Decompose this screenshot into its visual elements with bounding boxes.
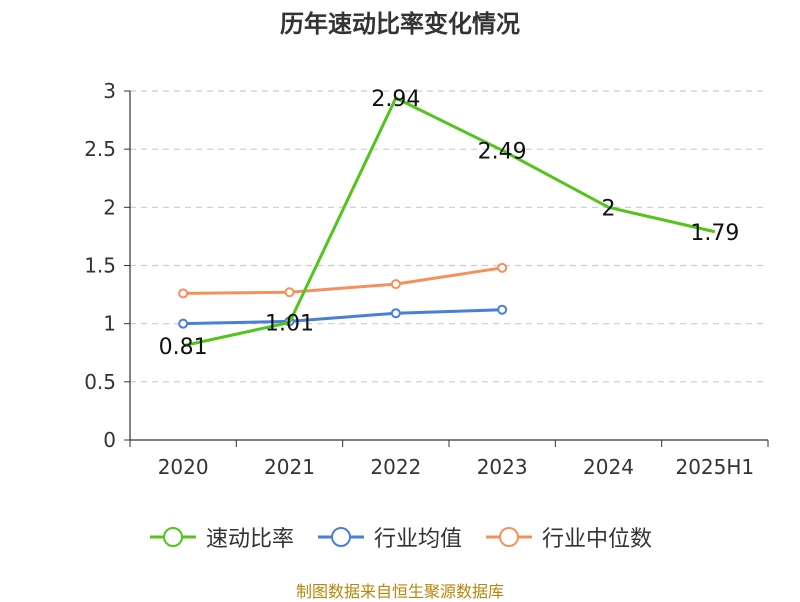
data-point	[178, 318, 189, 329]
y-tick-label: 3	[103, 79, 116, 103]
legend-label: 行业均值	[373, 527, 462, 552]
data-point	[178, 288, 189, 299]
grid-layer	[130, 90, 768, 383]
y-tick-label: 0	[103, 428, 116, 452]
legend-marker-icon	[486, 527, 532, 547]
data-point	[497, 304, 508, 315]
data-label: 0.81	[159, 335, 208, 360]
data-label: 1.79	[690, 221, 739, 246]
legend-label: 行业中位数	[542, 527, 653, 552]
chart-title: 历年速动比率变化情况	[280, 10, 520, 38]
series-line	[183, 308, 503, 326]
data-label: 2.94	[371, 87, 420, 112]
x-tick-label: 2020	[158, 455, 209, 479]
source-note: 制图数据来自恒生聚源数据库	[295, 582, 504, 601]
data-point	[390, 279, 401, 290]
x-tick-label: 2024	[583, 455, 634, 479]
legend-marker-icon	[149, 527, 196, 547]
series-layer	[178, 96, 716, 348]
legend-label: 速动比率	[205, 527, 294, 552]
series-line	[182, 96, 716, 348]
y-tick-label: 0.5	[84, 370, 116, 394]
data-label: 1.01	[265, 312, 314, 337]
y-tick-label: 2	[103, 195, 116, 219]
axis-layer: 0 0.5 1 1.5 2 2.5 3 2020 2021 2022 2023 2024 2025H1	[84, 79, 769, 479]
x-tick-label: 2023	[477, 455, 528, 479]
y-tick-label: 1	[103, 312, 116, 336]
label-layer: 0.81 1.01 2.94 2.49 2 1.79	[159, 87, 740, 360]
legend-item[interactable]: 行业均值	[316, 521, 462, 553]
legend: 速动比率 行业均值 行业中位数	[0, 520, 800, 554]
legend-item[interactable]: 行业中位数	[484, 521, 652, 553]
x-tick-label: 2025H1	[675, 455, 754, 479]
legend-item[interactable]: 速动比率	[148, 521, 294, 553]
data-label: 2	[602, 196, 616, 221]
y-tick-label: 2.5	[84, 137, 116, 161]
data-point	[390, 308, 401, 319]
x-tick-label: 2021	[264, 455, 315, 479]
data-point	[284, 287, 295, 298]
series-line	[183, 266, 503, 295]
data-point	[497, 262, 508, 273]
x-tick-label: 2022	[370, 455, 421, 479]
data-label: 2.49	[478, 139, 527, 164]
legend-marker-icon	[317, 527, 364, 547]
y-tick-label: 1.5	[84, 254, 116, 278]
